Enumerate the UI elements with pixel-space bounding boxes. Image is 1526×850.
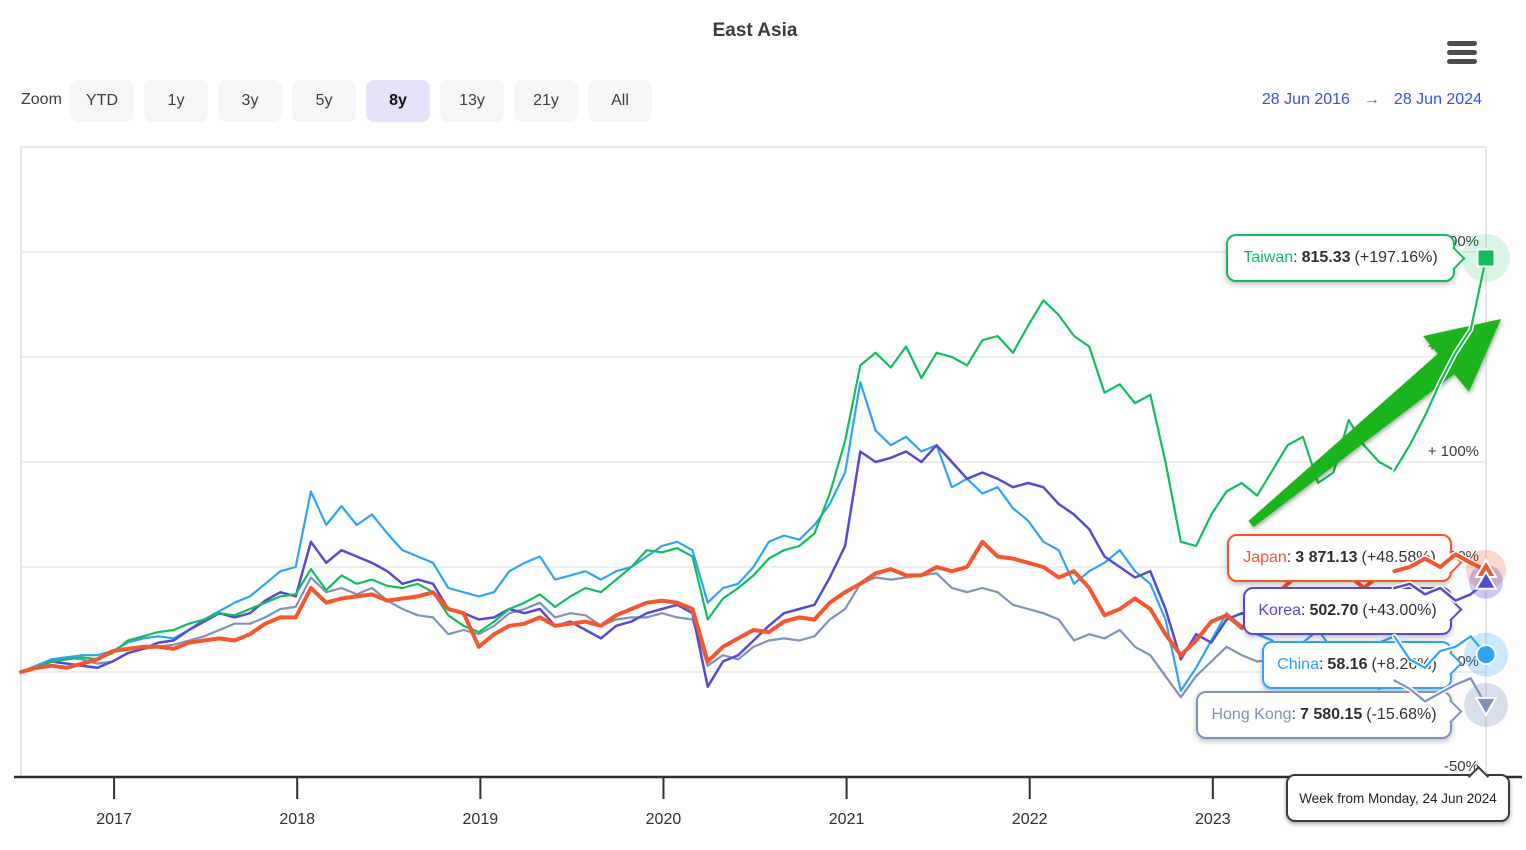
date-range: 28 Jun 2016 → 28 Jun 2024: [1262, 91, 1482, 109]
series-line-korea: [19, 443, 1488, 688]
tooltip-china: China: 58.16 (+8.26%): [1262, 641, 1463, 689]
end-marker-taiwan: [1476, 248, 1496, 268]
tooltip-change-pct: (+197.16%): [1354, 249, 1438, 266]
tooltip-series-label: Japan: [1243, 549, 1287, 566]
tooltip-value: 3 871.13: [1295, 549, 1358, 566]
tooltip-series-label: Taiwan: [1243, 249, 1294, 266]
tooltip-change-pct: (-15.68%): [1366, 706, 1437, 723]
range-button-ytd[interactable]: YTD: [70, 80, 134, 122]
tooltip-value: 502.70: [1309, 602, 1359, 619]
series-line-taiwan: [19, 256, 1488, 674]
range-button-all[interactable]: All: [588, 80, 652, 122]
series-line-hong-kong: [19, 572, 1488, 707]
range-button-13y[interactable]: 13y: [440, 80, 504, 122]
y-axis-label: -50%: [1444, 758, 1479, 775]
x-axis-label: 2018: [279, 811, 315, 828]
x-axis-label: 2020: [646, 811, 682, 828]
tooltip-hong-kong: Hong Kong: 7 580.15 (-15.68%): [1196, 691, 1463, 739]
tooltip-taiwan: Taiwan: 815.33 (+197.16%): [1226, 234, 1466, 282]
range-button-1y[interactable]: 1y: [144, 80, 208, 122]
x-axis-label: 2023: [1195, 811, 1231, 828]
series-line-end-china: [1393, 635, 1488, 669]
end-marker-china: [1475, 644, 1497, 666]
series-line-end-hong-kong: [1393, 677, 1488, 707]
range-button-row: YTD 1y 3y 5y 8y 13y 21y All: [70, 80, 652, 122]
series-line-end-taiwan: [1393, 256, 1488, 472]
tooltip-value: 815.33: [1301, 249, 1351, 266]
x-axis-label: 2019: [463, 811, 499, 828]
tooltip-korea: Korea: 502.70 (+43.00%): [1243, 587, 1463, 635]
x-axis-label: 2022: [1012, 811, 1048, 828]
surge-arrow-annotation: [1248, 319, 1501, 528]
toolbar: Zoom YTD 1y 3y 5y 8y 13y 21y All 28 Jun 2016 → 28…: [0, 80, 1526, 122]
zoom-label: Zoom: [21, 91, 62, 108]
tooltip-change-pct: (+8.26%): [1371, 656, 1437, 673]
y-axis-label: 0%: [1457, 653, 1479, 670]
crosshair-tooltip: Week from Monday, 24 Jun 2024: [1286, 765, 1510, 822]
end-marker-korea: [1474, 569, 1498, 590]
tooltip-change-pct: (+43.00%): [1362, 602, 1437, 619]
series-line-end-korea: [1393, 580, 1488, 602]
tooltip-series-label: Hong Kong: [1211, 706, 1292, 723]
tooltip-series-label: Korea: [1258, 602, 1302, 619]
range-button-5y[interactable]: 5y: [292, 80, 356, 122]
tooltip-value: 7 580.15: [1299, 706, 1363, 723]
date-to-link[interactable]: 28 Jun 2024: [1393, 91, 1482, 108]
x-axis-label: 2017: [96, 811, 132, 828]
end-marker-hong-kong: [1474, 696, 1498, 717]
range-button-21y[interactable]: 21y: [514, 80, 578, 122]
range-button-8y[interactable]: 8y: [366, 80, 430, 122]
tooltip-value: 58.16: [1327, 656, 1368, 673]
x-axis-label: 2021: [829, 811, 865, 828]
page-title: East Asia: [712, 20, 798, 41]
y-axis-label: + 100%: [1428, 443, 1479, 460]
date-from-link[interactable]: 28 Jun 2016: [1261, 91, 1350, 108]
hamburger-menu-icon[interactable]: [1447, 41, 1477, 65]
series-line-end-japan: [1392, 552, 1488, 574]
date-arrow-icon: →: [1363, 91, 1380, 108]
series-line-japan: [19, 539, 1488, 674]
tooltip-series-label: China: [1277, 656, 1319, 673]
range-button-3y[interactable]: 3y: [218, 80, 282, 122]
